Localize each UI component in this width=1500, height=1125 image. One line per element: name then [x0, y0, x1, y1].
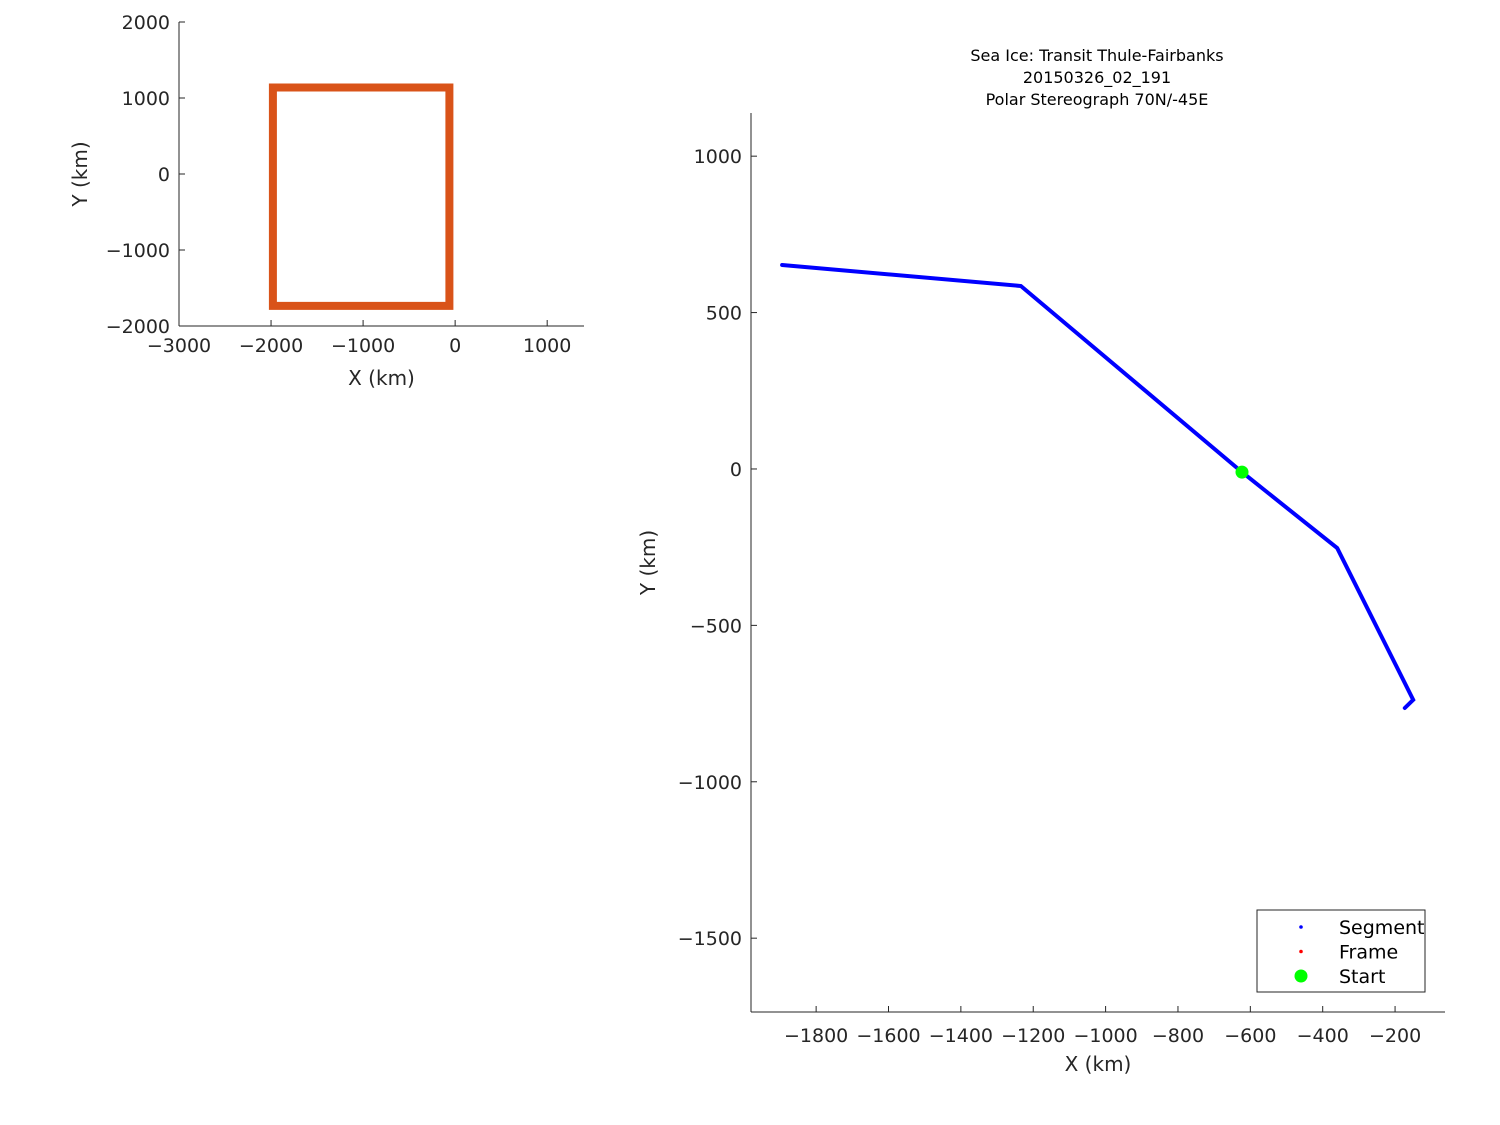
- x-axis-label: X (km): [348, 366, 415, 390]
- x-tick-label: 1000: [523, 335, 571, 357]
- legend-box: [1256, 909, 1426, 993]
- x-tick-label: 0: [449, 335, 461, 357]
- y-tick-label: 0: [730, 459, 742, 481]
- y-tick-label: 500: [706, 303, 742, 325]
- x-tick-label: −1600: [856, 1025, 920, 1047]
- y-tick-label: 1000: [122, 88, 170, 110]
- track-line: [268, 83, 454, 310]
- x-tick-label: −800: [1152, 1025, 1204, 1047]
- legend-segment-icon: [1299, 925, 1303, 929]
- x-tick-label: −1000: [1073, 1025, 1137, 1047]
- segment-line: [780, 263, 1416, 710]
- legend-label: Segment: [1339, 917, 1425, 939]
- y-tick-label: 2000: [122, 12, 170, 34]
- chart-1: −3000 −2000 −1000 0 1000−2000−1000010002000X…: [68, 12, 584, 390]
- y-axis-label: Y (km): [68, 141, 92, 207]
- x-tick-label: −2000: [239, 335, 303, 357]
- x-axis-label: X (km): [1065, 1052, 1132, 1076]
- x-tick-label: −400: [1297, 1025, 1349, 1047]
- legend-start-icon: [1294, 969, 1308, 983]
- y-tick-label: 0: [158, 164, 170, 186]
- y-tick-label: 1000: [694, 146, 742, 168]
- chart-title-line: Polar Stereograph 70N/-45E: [986, 90, 1209, 109]
- y-tick-label: −500: [690, 615, 742, 637]
- x-tick-label: −3000: [147, 335, 211, 357]
- x-tick-label: −1200: [1001, 1025, 1065, 1047]
- start-marker: [1235, 465, 1249, 479]
- chart-2: −1800 −1600 −1400 −1200 −1000 −800 −600 −400 −20…: [636, 46, 1445, 1076]
- y-tick-label: −1000: [106, 240, 170, 262]
- y-tick-label: −1000: [678, 772, 742, 794]
- x-tick-label: −1000: [331, 335, 395, 357]
- legend-label: Start: [1339, 966, 1385, 988]
- x-tick-label: −1400: [929, 1025, 993, 1047]
- y-tick-label: −1500: [678, 928, 742, 950]
- legend-label: Frame: [1339, 942, 1398, 964]
- x-tick-label: −200: [1369, 1025, 1421, 1047]
- chart-title-line: Sea Ice: Transit Thule-Fairbanks: [970, 46, 1223, 65]
- legend-frame-icon: [1299, 949, 1303, 954]
- y-tick-label: −2000: [106, 316, 170, 338]
- x-tick-label: −1800: [784, 1025, 848, 1047]
- y-axis-label: Y (km): [636, 530, 660, 596]
- x-tick-label: −600: [1224, 1025, 1276, 1047]
- chart-title-line: 20150326_02_191: [1023, 68, 1171, 88]
